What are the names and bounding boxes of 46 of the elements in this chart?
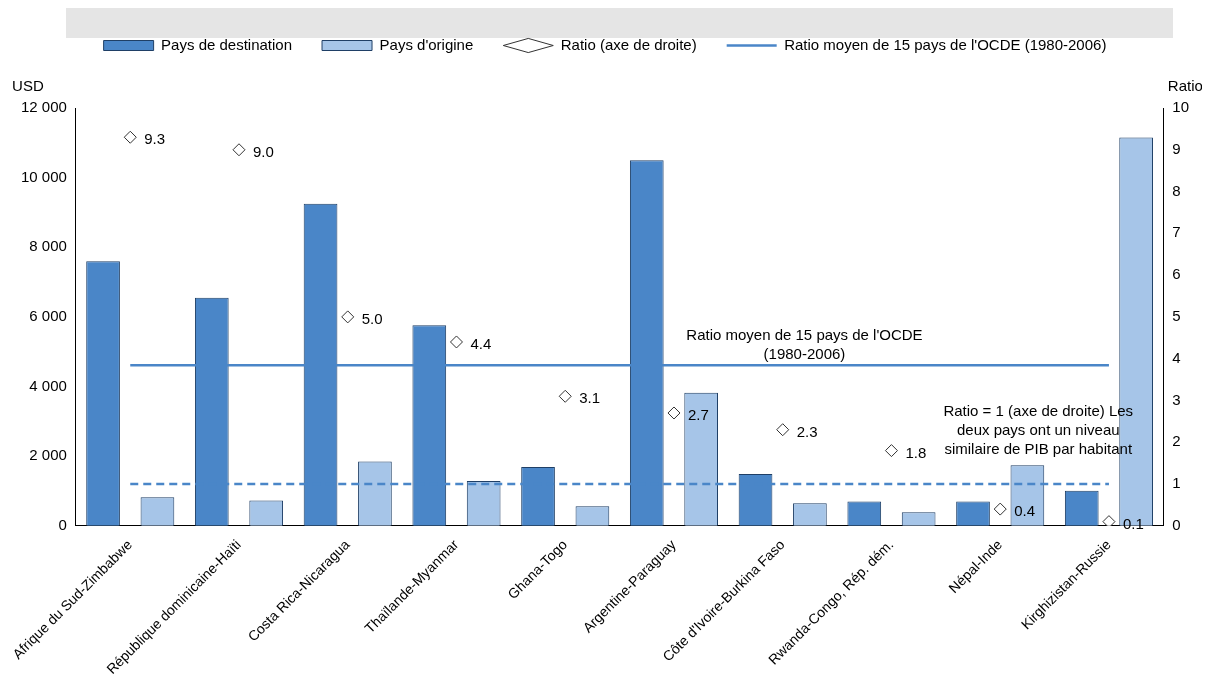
data-label: 0.1 bbox=[1122, 514, 1144, 532]
data-label: 3.1 bbox=[579, 389, 601, 407]
point bbox=[1102, 515, 1116, 526]
y-tick-label: 12 000 bbox=[20, 98, 67, 116]
y2-tick-label: 7 bbox=[1172, 223, 1181, 241]
data-label: 5.0 bbox=[361, 310, 383, 328]
y2-tick-label: 3 bbox=[1172, 390, 1181, 408]
y2-axis-title: Ratio bbox=[1167, 76, 1203, 94]
y-tick-label: 10 000 bbox=[20, 167, 67, 185]
point bbox=[123, 130, 137, 144]
y2-tick-label: 4 bbox=[1172, 348, 1181, 366]
legend-label: Ratio moyen de 15 pays de l'OCDE (1980-2006) bbox=[784, 35, 1107, 53]
annotation: Ratio moyen de 15 pays de l'OCDE (1980-2006) bbox=[686, 325, 923, 362]
y2-tick-label: 1 bbox=[1172, 474, 1181, 492]
y-tick-label: 2 000 bbox=[29, 446, 67, 464]
y-tick-label: 6 000 bbox=[29, 307, 67, 325]
data-label: 1.8 bbox=[905, 443, 927, 461]
point bbox=[667, 406, 681, 420]
point bbox=[558, 389, 572, 403]
data-label: 4.4 bbox=[470, 335, 492, 353]
point bbox=[884, 444, 898, 458]
y2-tick-label: 9 bbox=[1172, 139, 1181, 157]
data-label: 2.7 bbox=[687, 406, 709, 424]
y2-tick-label: 8 bbox=[1172, 181, 1181, 199]
y-tick-label: 8 000 bbox=[29, 237, 67, 255]
data-label: 2.3 bbox=[796, 422, 818, 440]
y2-tick-label: 6 bbox=[1172, 265, 1181, 283]
point bbox=[993, 502, 1007, 516]
data-label: 0.4 bbox=[1014, 502, 1036, 520]
legend-label: Pays d'origine bbox=[379, 35, 474, 53]
y2-tick-label: 10 bbox=[1172, 98, 1189, 116]
y2-tick-label: 2 bbox=[1172, 432, 1181, 450]
point bbox=[449, 335, 463, 349]
legend-label: Ratio (axe de droite) bbox=[560, 35, 697, 53]
y2-tick-label: 5 bbox=[1172, 307, 1181, 325]
point bbox=[776, 423, 790, 437]
point bbox=[232, 143, 246, 157]
point bbox=[341, 310, 355, 324]
ref-line-label: Ratio = 1 (axe de droite) Les deux pays ont un niveau similaire de PIB par habitant bbox=[943, 402, 1134, 458]
y2-tick-label: 0 bbox=[1172, 515, 1181, 533]
y-axis-title: USD bbox=[12, 76, 44, 94]
y-tick-label: 0 bbox=[58, 515, 67, 533]
y-tick-label: 4 000 bbox=[29, 376, 67, 394]
data-label: 9.3 bbox=[144, 130, 166, 148]
legend-label: Pays de destination bbox=[161, 35, 293, 53]
data-label: 9.0 bbox=[252, 142, 274, 160]
